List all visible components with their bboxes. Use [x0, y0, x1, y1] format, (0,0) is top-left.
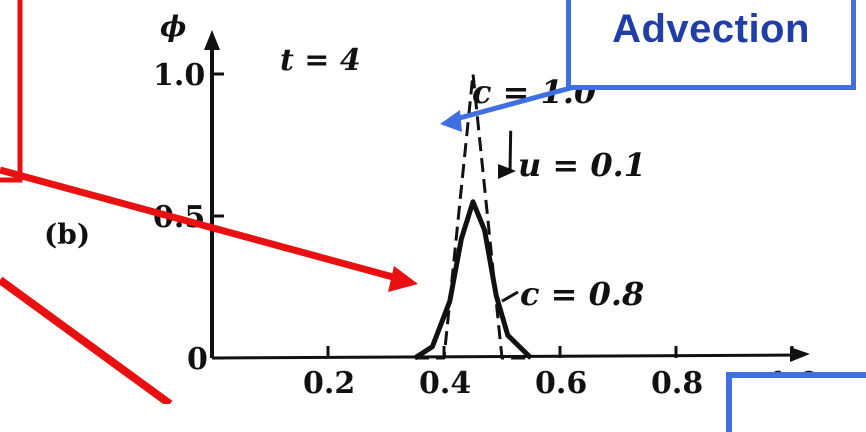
- series-line-c08: [413, 199, 533, 361]
- time-label: t = 4: [280, 43, 361, 78]
- x-axis-arrow: [790, 347, 810, 362]
- blue-pointer-arrow: [451, 83, 579, 123]
- u-leader-arrow: [498, 164, 516, 179]
- annotation-u: u = 0.1: [518, 146, 646, 184]
- y-tick-label: 0: [187, 342, 208, 377]
- red-pointer-arrowhead: [388, 266, 418, 292]
- y-tick-label: 1.0: [153, 58, 205, 93]
- advection-callout: Advection: [566, 0, 856, 90]
- red-frame-line: [0, 0, 23, 183]
- x-tick-label: 0.8: [651, 366, 703, 401]
- annotation-c08: c = 0.8: [520, 275, 644, 313]
- c08-leader-line: [501, 290, 519, 303]
- u-leader-line: [508, 130, 513, 173]
- blue-pointer-arrowhead: [440, 110, 462, 132]
- x-tick-label: 0.4: [419, 366, 471, 401]
- x-axis: [211, 353, 801, 360]
- y-axis-arrow: [204, 30, 220, 50]
- red-pointer-arrow: [0, 166, 405, 284]
- x-tick-label: 0.2: [303, 366, 355, 401]
- red-diagonal-line: [0, 276, 173, 404]
- x-tick-label: 0.6: [535, 366, 587, 401]
- corner-box-fragment: [726, 372, 866, 432]
- callout-label: Advection: [612, 7, 810, 51]
- series-line-c10: [415, 72, 531, 360]
- y-axis-label: ϕ: [160, 10, 186, 43]
- panel-label: (b): [44, 218, 90, 251]
